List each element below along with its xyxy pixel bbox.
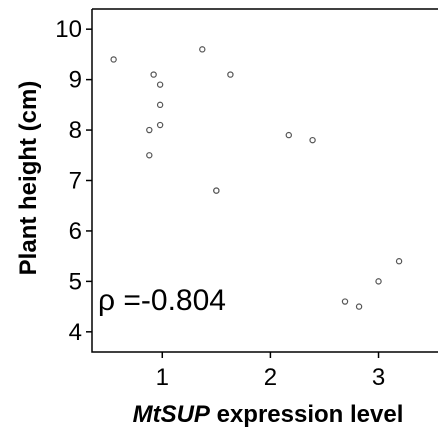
data-point	[395, 258, 403, 265]
x-tick-label: 3	[372, 364, 385, 391]
data-point	[156, 121, 164, 129]
data-points	[110, 46, 403, 310]
correlation-annotation: ρ =-0.804	[98, 284, 226, 317]
data-point	[309, 136, 316, 144]
plot-axes	[91, 8, 438, 353]
y-tick-label: 9	[69, 67, 82, 94]
x-axis-ticks: 1 2 3	[156, 352, 385, 391]
y-axis-title: Plant height (cm)	[15, 81, 42, 276]
x-tick-label: 2	[264, 364, 277, 391]
y-tick-label: 5	[69, 268, 82, 295]
y-tick-label: 6	[69, 218, 82, 245]
y-tick-label: 10	[55, 16, 82, 43]
data-point	[146, 152, 153, 159]
x-tick-label: 1	[156, 364, 169, 391]
data-point	[110, 56, 117, 63]
data-point	[285, 131, 292, 139]
y-tick-label: 8	[69, 117, 82, 144]
data-point	[199, 46, 206, 53]
x-axis-title: MtSUP expression level	[133, 401, 404, 428]
data-point	[150, 71, 157, 78]
data-point	[341, 298, 349, 305]
y-tick-label: 4	[69, 319, 82, 346]
data-point	[156, 81, 164, 88]
data-point	[227, 71, 234, 78]
plot-frame	[91, 9, 438, 353]
y-tick-label: 7	[69, 168, 82, 195]
data-point	[156, 101, 164, 109]
x-axis-title-gene: MtSUP	[133, 401, 211, 428]
y-axis-ticks: 4 5 6 7 8 9 10	[55, 16, 92, 346]
data-point	[146, 126, 153, 134]
data-point	[375, 278, 382, 285]
data-point	[213, 187, 220, 194]
x-axis-title-rest: expression level	[210, 401, 403, 428]
data-point	[355, 303, 363, 310]
